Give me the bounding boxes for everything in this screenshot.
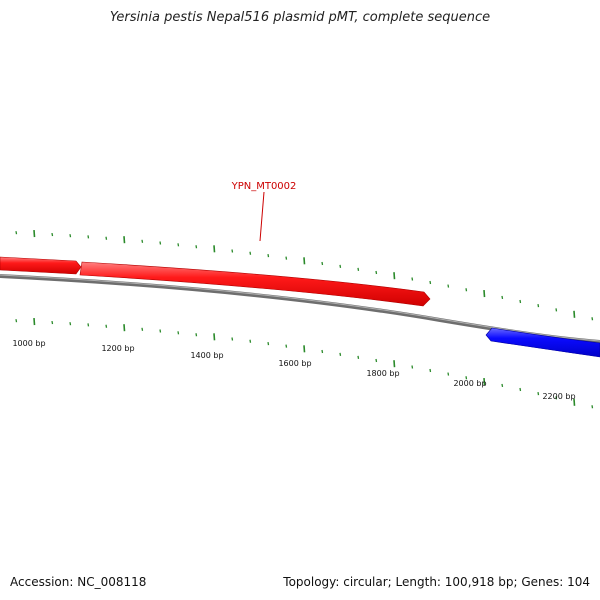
bp-label-1800: 1800 bp xyxy=(366,369,399,378)
bp-label-2000: 2000 bp xyxy=(453,379,486,388)
outer-tick xyxy=(195,245,198,249)
outer-tick xyxy=(249,251,252,255)
inner-tick xyxy=(213,333,216,341)
outer-tick xyxy=(537,304,540,308)
outer-tick xyxy=(87,235,90,239)
outer-tick xyxy=(447,284,450,288)
inner-tick xyxy=(231,337,234,341)
outer-tick xyxy=(177,243,180,247)
bp-label-1000: 1000 bp xyxy=(12,339,45,348)
outer-tick xyxy=(357,267,360,271)
inner-tick-marks xyxy=(15,318,594,409)
inner-tick xyxy=(195,333,198,337)
plasmid-backbone-highlight xyxy=(0,274,600,342)
inner-tick xyxy=(105,324,108,328)
inner-tick xyxy=(519,387,522,392)
inner-tick xyxy=(51,320,54,325)
inner-tick xyxy=(267,342,270,346)
outer-tick xyxy=(69,234,72,238)
bp-label-1200: 1200 bp xyxy=(101,344,134,353)
gene-arrow-1[interactable] xyxy=(0,256,82,275)
outer-tick xyxy=(321,261,324,266)
inner-tick xyxy=(321,349,324,354)
outer-tick xyxy=(231,249,234,253)
outer-tick xyxy=(375,270,378,275)
bp-label-1600: 1600 bp xyxy=(278,359,311,368)
outer-tick xyxy=(483,289,486,298)
inner-tick xyxy=(177,331,180,335)
outer-tick xyxy=(465,288,468,292)
inner-tick xyxy=(339,352,342,357)
inner-tick xyxy=(411,365,414,369)
gene-label-pointer xyxy=(259,191,265,242)
outer-tick xyxy=(393,272,396,280)
outer-tick xyxy=(285,256,288,260)
outer-tick xyxy=(303,257,306,265)
inner-tick xyxy=(123,324,126,332)
outer-tick xyxy=(105,236,108,240)
inner-tick xyxy=(375,358,378,363)
outer-tick xyxy=(267,254,270,258)
outer-tick xyxy=(213,245,216,253)
outer-tick xyxy=(519,299,522,304)
bp-label-1400: 1400 bp xyxy=(190,351,223,360)
inner-tick xyxy=(573,398,576,406)
outer-tick xyxy=(501,295,504,300)
inner-tick xyxy=(501,383,504,388)
outer-tick xyxy=(15,231,18,235)
outer-tick xyxy=(141,239,144,243)
inner-tick xyxy=(591,405,594,409)
outer-tick xyxy=(411,277,414,281)
gene-label-ypn-mt0002[interactable]: YPN_MT0002 xyxy=(231,181,297,192)
inner-tick xyxy=(69,322,72,326)
inner-tick xyxy=(537,392,540,396)
map-title: Yersinia pestis Nepal516 plasmid pMT, co… xyxy=(109,10,491,25)
inner-tick xyxy=(249,339,252,343)
inner-tick xyxy=(357,355,360,359)
inner-tick xyxy=(555,396,558,400)
outer-tick xyxy=(159,241,162,245)
topology-summary: Topology: circular; Length: 100,918 bp; … xyxy=(283,575,590,589)
inner-tick xyxy=(87,323,90,327)
inner-tick xyxy=(447,372,450,376)
outer-tick-marks xyxy=(15,230,594,321)
outer-tick xyxy=(573,310,576,318)
inner-tick xyxy=(141,327,144,331)
outer-tick xyxy=(591,317,594,321)
inner-tick xyxy=(393,360,396,368)
gene-arrow-reverse[interactable] xyxy=(485,327,600,358)
inner-tick xyxy=(15,319,18,323)
outer-tick xyxy=(429,280,432,285)
inner-tick xyxy=(33,318,36,326)
inner-tick xyxy=(465,376,468,380)
inner-tick xyxy=(303,345,306,353)
outer-tick xyxy=(33,230,36,238)
inner-tick xyxy=(159,329,162,333)
outer-tick xyxy=(51,232,54,237)
inner-tick xyxy=(285,344,288,348)
outer-tick xyxy=(555,308,558,312)
outer-tick xyxy=(339,264,342,269)
outer-tick xyxy=(123,236,126,244)
inner-tick xyxy=(429,368,432,373)
gene-arrow-ypn-mt0002[interactable] xyxy=(79,261,431,307)
inner-tick xyxy=(483,377,486,386)
bp-label-2200: 2200 bp xyxy=(542,392,575,401)
accession-text: Accession: NC_008118 xyxy=(10,575,147,589)
